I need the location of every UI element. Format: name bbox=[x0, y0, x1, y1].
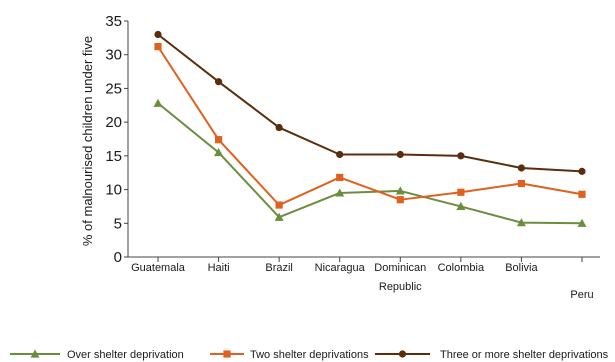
x-tick-label: Brazil bbox=[265, 262, 293, 274]
y-tick-label: 0 bbox=[114, 249, 122, 266]
data-point bbox=[274, 212, 284, 221]
data-point bbox=[214, 147, 224, 157]
x-tick-label: Nicaragua bbox=[315, 262, 366, 274]
legend-label: Three or more shelter deprivations bbox=[440, 349, 609, 361]
series-layer bbox=[153, 30, 587, 227]
data-point bbox=[214, 78, 223, 86]
series-line bbox=[157, 46, 583, 207]
data-point bbox=[516, 218, 526, 227]
data-point bbox=[517, 164, 526, 172]
data-point bbox=[457, 188, 465, 196]
data-point bbox=[336, 150, 344, 159]
data-point bbox=[275, 201, 283, 209]
y-tick-label: 35 bbox=[105, 13, 122, 30]
y-tick-label: 20 bbox=[105, 114, 122, 131]
data-point bbox=[214, 136, 223, 144]
y-axis-label: % of malnourised children under five bbox=[80, 36, 95, 246]
y-axis-ticks: 0 5 10 15 20 25 30 35 bbox=[105, 13, 128, 266]
data-point bbox=[335, 188, 345, 197]
legend-label: Two shelter deprivations bbox=[250, 349, 369, 361]
x-tick-label: Guatemala bbox=[131, 262, 186, 274]
data-point bbox=[275, 123, 283, 132]
x-tick-label: Haiti bbox=[208, 262, 230, 274]
data-point bbox=[456, 201, 466, 211]
data-point bbox=[154, 30, 162, 39]
x-tick-label: Republic bbox=[379, 281, 422, 293]
data-point bbox=[154, 43, 162, 51]
data-point bbox=[578, 167, 586, 175]
x-tick-label: Colombia bbox=[438, 262, 485, 274]
x-tick-label: Bolivia bbox=[505, 262, 538, 274]
legend: Over shelter deprivation Two shelter depr… bbox=[10, 349, 609, 361]
series-line bbox=[157, 102, 583, 225]
legend-item: Over shelter deprivation bbox=[10, 349, 184, 361]
data-point bbox=[153, 98, 163, 107]
x-axis-ticks: Guatemala Haiti Brazil Nicaragua Dominican Re… bbox=[131, 257, 594, 301]
data-point bbox=[395, 186, 405, 195]
x-tick-label: Peru bbox=[570, 289, 593, 301]
legend-item: Two shelter deprivations bbox=[210, 349, 369, 361]
y-tick-label: 30 bbox=[105, 47, 122, 64]
series-triangle bbox=[153, 98, 587, 227]
axes bbox=[127, 21, 600, 258]
data-point bbox=[517, 179, 526, 188]
legend-marker bbox=[398, 350, 407, 358]
legend-label: Over shelter deprivation bbox=[67, 349, 184, 361]
data-point bbox=[457, 152, 465, 160]
x-tick-label: Dominican bbox=[374, 262, 426, 274]
legend-marker bbox=[223, 350, 231, 358]
data-point bbox=[336, 173, 344, 182]
data-point bbox=[578, 190, 586, 198]
series-square bbox=[154, 43, 586, 209]
data-point bbox=[396, 150, 404, 159]
legend-marker bbox=[30, 349, 40, 358]
y-tick-label: 25 bbox=[105, 80, 122, 97]
legend-item: Three or more shelter deprivations bbox=[375, 349, 609, 361]
series-line bbox=[157, 33, 583, 173]
data-point bbox=[396, 196, 404, 204]
y-tick-label: 15 bbox=[105, 148, 122, 165]
series-circle bbox=[154, 30, 586, 175]
y-tick-label: 5 bbox=[114, 215, 122, 232]
data-point bbox=[577, 218, 587, 227]
y-tick-label: 10 bbox=[105, 182, 122, 199]
